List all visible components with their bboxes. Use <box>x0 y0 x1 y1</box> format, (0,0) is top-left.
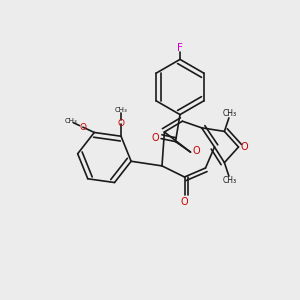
Text: O: O <box>193 146 200 157</box>
Text: CH₃: CH₃ <box>222 109 237 118</box>
Text: O: O <box>181 196 188 207</box>
Text: O: O <box>151 133 159 143</box>
Text: O: O <box>241 142 248 152</box>
Text: CH₃: CH₃ <box>222 176 237 185</box>
Text: O: O <box>80 123 86 132</box>
Text: CH₃: CH₃ <box>115 107 128 113</box>
Text: F: F <box>177 43 183 53</box>
Text: O: O <box>118 119 124 128</box>
Text: CH₃: CH₃ <box>64 118 77 124</box>
